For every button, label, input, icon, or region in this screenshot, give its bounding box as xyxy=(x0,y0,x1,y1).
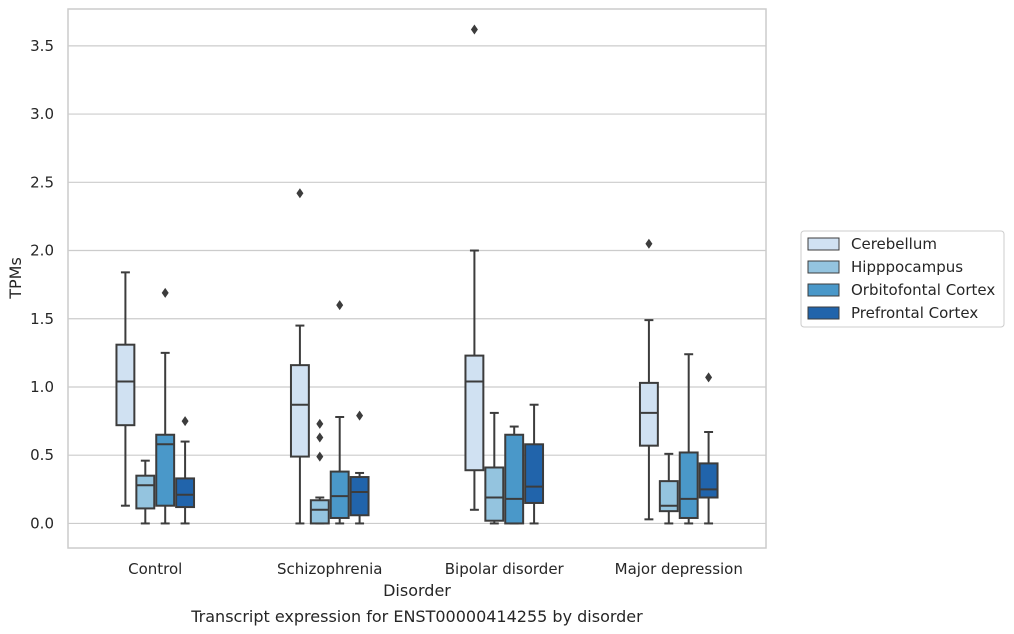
plot-boxes xyxy=(115,24,719,525)
box-body xyxy=(309,499,330,525)
outlier-point xyxy=(705,372,713,383)
outlier-point xyxy=(645,238,653,249)
x-tick-label: Bipolar disorder xyxy=(445,560,565,578)
outlier-point xyxy=(316,451,324,462)
y-axis-label: TPMs xyxy=(6,257,25,300)
y-tick-label: 1.5 xyxy=(30,310,54,328)
legend-label: Orbitofontal Cortex xyxy=(851,281,995,299)
box-prefrontal-cortex xyxy=(524,403,545,525)
box-hipppocampus xyxy=(658,452,679,525)
box-body xyxy=(678,451,699,519)
box-orbitofontal-cortex xyxy=(329,300,350,525)
box-body xyxy=(698,462,719,499)
chart-caption: Transcript expression for ENST0000041425… xyxy=(190,607,643,626)
legend-label: Cerebellum xyxy=(851,235,937,253)
y-tick-label: 2.0 xyxy=(30,242,54,260)
box-hipppocampus xyxy=(309,418,330,525)
box-cerebellum xyxy=(464,24,485,511)
legend-swatch xyxy=(807,237,840,251)
outlier-point xyxy=(181,416,189,427)
box-body xyxy=(658,480,679,513)
box-prefrontal-cortex xyxy=(175,416,196,525)
y-tick-label: 3.5 xyxy=(30,37,54,55)
box-body xyxy=(524,443,545,504)
box-body xyxy=(349,476,370,517)
box-body xyxy=(464,354,485,472)
box-body xyxy=(329,470,350,519)
box-cerebellum xyxy=(115,271,136,507)
x-tick-label: Major depression xyxy=(615,560,743,578)
legend: Cerebellum Hipppocampus Orbitofontal Corte… xyxy=(800,230,1005,328)
outlier-point xyxy=(336,300,344,311)
outlier-point xyxy=(161,287,169,298)
x-tick-labels: Control Schizophrenia Bipolar disorder Majo… xyxy=(128,560,743,578)
y-tick-label: 0.0 xyxy=(30,514,54,532)
box-hipppocampus xyxy=(484,411,505,525)
plot-frame xyxy=(67,8,767,549)
box-orbitofontal-cortex xyxy=(155,287,176,525)
box-orbitofontal-cortex xyxy=(504,425,525,525)
y-tick-labels: 0.0 0.5 1.0 1.5 2.0 2.5 3.0 3.5 xyxy=(30,37,54,533)
legend-label: Hipppocampus xyxy=(851,258,963,276)
outlier-point xyxy=(356,410,364,421)
box-body xyxy=(504,433,525,525)
box-prefrontal-cortex xyxy=(698,372,719,525)
legend-swatch xyxy=(807,306,840,320)
outlier-point xyxy=(296,188,304,199)
x-tick-label: Control xyxy=(128,560,182,578)
box-cerebellum xyxy=(289,188,310,525)
box-body xyxy=(289,364,310,458)
y-tick-label: 1.0 xyxy=(30,378,54,396)
box-body xyxy=(135,474,156,510)
box-body xyxy=(638,381,659,447)
y-tick-label: 3.0 xyxy=(30,105,54,123)
legend-swatch xyxy=(807,260,840,274)
box-body xyxy=(175,477,196,509)
box-body xyxy=(155,433,176,507)
y-tick-label: 2.5 xyxy=(30,173,54,191)
box-orbitofontal-cortex xyxy=(678,353,699,525)
outlier-point xyxy=(316,432,324,443)
box-prefrontal-cortex xyxy=(349,410,370,525)
x-tick-label: Schizophrenia xyxy=(277,560,382,578)
legend-swatch xyxy=(807,283,840,297)
legend-label: Prefrontal Cortex xyxy=(851,304,978,322)
box-body xyxy=(484,466,505,522)
x-axis-label: Disorder xyxy=(383,581,451,600)
legend-frame xyxy=(800,230,1005,328)
box-cerebellum xyxy=(638,238,659,521)
y-tick-label: 0.5 xyxy=(30,446,54,464)
box-body xyxy=(115,343,136,427)
box-hipppocampus xyxy=(135,459,156,525)
outlier-point xyxy=(470,24,478,35)
outlier-point xyxy=(316,418,324,429)
